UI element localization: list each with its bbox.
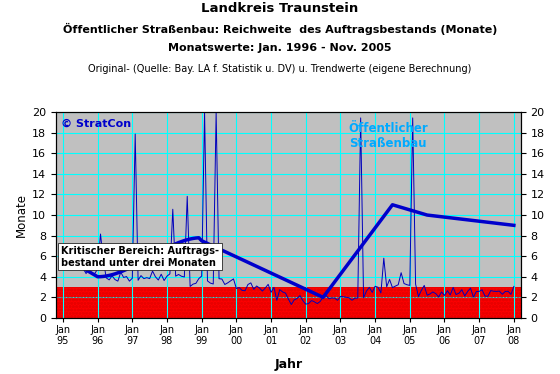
Text: Öffentlicher Straßenbau: Reichweite  des Auftragsbestands (Monate): Öffentlicher Straßenbau: Reichweite des …	[63, 22, 497, 34]
Text: © StratCon: © StratCon	[60, 118, 131, 128]
Text: Landkreis Traunstein: Landkreis Traunstein	[202, 2, 358, 15]
X-axis label: Jahr: Jahr	[274, 358, 302, 371]
Text: Öffentlicher
Straßenbau: Öffentlicher Straßenbau	[349, 123, 428, 150]
Text: Monatswerte: Jan. 1996 - Nov. 2005: Monatswerte: Jan. 1996 - Nov. 2005	[168, 43, 392, 53]
Bar	[56, 287, 521, 318]
Text: Original- (Quelle: Bay. LA f. Statistik u. DV) u. Trendwerte (eigene Berechnung): Original- (Quelle: Bay. LA f. Statistik …	[88, 64, 472, 74]
Text: Kritischer Bereich: Auftrags-
bestand unter drei Monaten: Kritischer Bereich: Auftrags- bestand un…	[60, 246, 218, 267]
Bar	[56, 287, 521, 318]
Y-axis label: Monate: Monate	[15, 193, 28, 237]
